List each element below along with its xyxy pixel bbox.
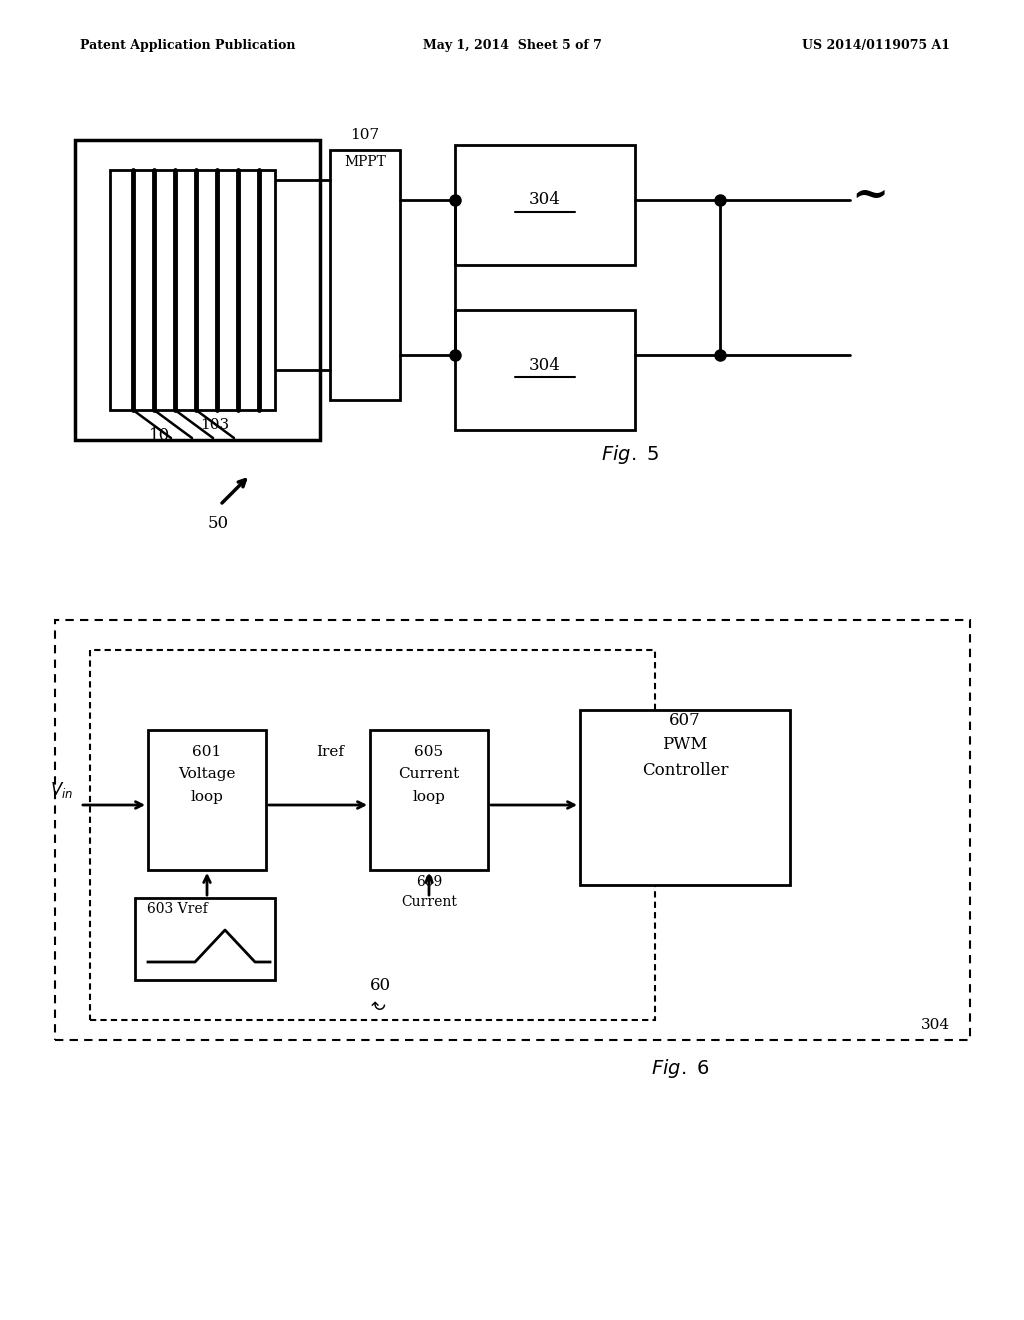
Text: 304: 304 [529, 191, 561, 209]
Text: $\mathit{Fig.\ 5}$: $\mathit{Fig.\ 5}$ [601, 444, 659, 466]
Bar [370, 730, 488, 870]
Text: Voltage: Voltage [178, 767, 236, 781]
Bar [55, 620, 970, 1040]
Bar [580, 710, 790, 884]
Bar [135, 898, 275, 979]
Text: Patent Application Publication: Patent Application Publication [80, 38, 296, 51]
Text: 601: 601 [193, 744, 221, 759]
Text: 605: 605 [415, 744, 443, 759]
Text: 603 Vref: 603 Vref [147, 902, 208, 916]
Text: May 1, 2014  Sheet 5 of 7: May 1, 2014 Sheet 5 of 7 [423, 38, 601, 51]
Text: loop: loop [413, 789, 445, 804]
Text: 10: 10 [150, 426, 171, 444]
Bar [110, 170, 275, 411]
Text: US 2014/0119075 A1: US 2014/0119075 A1 [802, 38, 950, 51]
Text: ~: ~ [851, 173, 889, 216]
Text: 50: 50 [208, 515, 228, 532]
Text: $\curvearrowright$: $\curvearrowright$ [370, 993, 390, 1011]
Text: Current: Current [401, 895, 457, 909]
Bar [455, 310, 635, 430]
Text: loop: loop [190, 789, 223, 804]
Text: 609: 609 [416, 875, 442, 888]
Bar [148, 730, 266, 870]
Text: 607: 607 [669, 711, 700, 729]
Text: Controller: Controller [642, 762, 728, 779]
Text: 107: 107 [350, 128, 380, 143]
Bar [75, 140, 319, 440]
Text: 304: 304 [529, 356, 561, 374]
Text: PWM: PWM [663, 737, 708, 752]
Text: 60: 60 [370, 977, 390, 994]
Text: Current: Current [398, 767, 460, 781]
Text: $\mathit{Fig.\ 6}$: $\mathit{Fig.\ 6}$ [651, 1056, 710, 1080]
Bar [455, 145, 635, 265]
Text: MPPT: MPPT [344, 154, 386, 169]
Text: Iref: Iref [316, 744, 344, 759]
Bar [330, 150, 400, 400]
Text: 103: 103 [200, 418, 229, 432]
Text: 304: 304 [921, 1018, 950, 1032]
Text: $V_{in}$: $V_{in}$ [50, 780, 74, 800]
Bar [90, 649, 655, 1020]
